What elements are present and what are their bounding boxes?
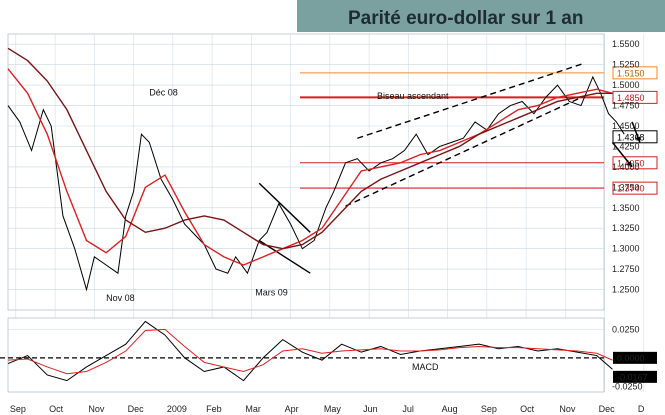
price-series — [7, 47, 625, 292]
trend-line — [258, 182, 311, 233]
x-tick-label: D — [638, 404, 645, 414]
y-tick-label: 1.4250 — [612, 141, 640, 151]
x-tick-label: Sep — [481, 404, 497, 414]
x-tick-label: Aug — [442, 404, 458, 414]
macd-tick-box — [613, 351, 657, 364]
y-tick-label: 1.4500 — [612, 121, 640, 131]
annotation-label: Déc 08 — [149, 88, 178, 98]
level-box — [612, 156, 658, 170]
x-tick-label: Sep — [10, 404, 26, 414]
x-tick-label: Jul — [402, 404, 414, 414]
x-tick-label: Mar — [245, 404, 261, 414]
y-tick-label: 1.4000 — [612, 162, 640, 172]
arrow-head — [635, 136, 641, 143]
y-tick-label: 1.2750 — [612, 264, 640, 274]
x-tick-label: Oct — [49, 404, 64, 414]
series-short_moving_average — [7, 68, 613, 266]
annotation-label: Biseau ascendant — [377, 91, 449, 101]
y-tick-label: 1.4750 — [612, 101, 640, 111]
annotation-label: Mars 09 — [255, 287, 288, 297]
y-tick-label: 1.2500 — [612, 285, 640, 295]
x-tick-label: Dec — [128, 404, 145, 414]
x-tick-label: Dec — [599, 404, 616, 414]
x-tick-label: Feb — [206, 404, 222, 414]
arrow-head — [626, 161, 633, 167]
x-tick-label: Jun — [363, 404, 378, 414]
trend-line — [345, 95, 586, 207]
axis-ticks: 1.2500 1.2750 1.3000 1.3250 1.3500 1.3750 1.40… — [10, 39, 657, 414]
macd-signal_line — [7, 328, 613, 375]
y-tick-label: 1.5250 — [612, 60, 640, 70]
x-tick-label: Nov — [559, 404, 576, 414]
x-tick-label: May — [324, 404, 342, 414]
price-grid — [7, 33, 645, 392]
x-tick-label: Oct — [520, 404, 535, 414]
y-tick-label: 1.5000 — [612, 80, 640, 90]
price-plot-area — [7, 33, 605, 311]
x-tick-label: Nov — [88, 404, 105, 414]
macd-grid — [0, 317, 605, 393]
macd-series — [7, 320, 613, 382]
level-box — [612, 181, 658, 195]
macd-tick-label: 0.0250 — [612, 324, 640, 334]
level-box — [612, 90, 658, 104]
chart-title: Parité euro-dollar sur 1 an — [348, 8, 583, 29]
macd-tick-label: -0.0167 — [617, 372, 648, 382]
level-label: 1.4850 — [617, 93, 645, 103]
macd-tick-box — [613, 370, 657, 383]
level-label: 1.4368 — [617, 132, 645, 142]
trend-lines — [258, 62, 641, 274]
macd-macd_line — [7, 320, 613, 382]
y-tick-label: 1.3500 — [612, 203, 640, 213]
level-label: 1.3740 — [617, 184, 645, 194]
y-tick-label: 1.3250 — [612, 223, 640, 233]
macd-tick-label: -0.0250 — [612, 381, 643, 391]
macd-label: MACD — [412, 362, 439, 372]
level-label: 1.5150 — [617, 68, 645, 78]
title-band — [297, 0, 665, 32]
annotation-label: Nov 08 — [106, 293, 135, 303]
y-tick-label: 1.5500 — [612, 39, 640, 49]
x-tick-label: 2009 — [167, 404, 187, 414]
y-tick-label: 1.3000 — [612, 244, 640, 254]
level-box — [612, 66, 658, 80]
y-tick-label: 1.3750 — [612, 182, 640, 192]
series-long_moving_average — [7, 47, 613, 250]
annotations: Déc 08 Biseau ascendant Nov 08 Mars 09 — [106, 88, 449, 303]
x-tick-label: Apr — [285, 404, 299, 414]
macd-tick-label: 0.0000 — [617, 353, 645, 363]
